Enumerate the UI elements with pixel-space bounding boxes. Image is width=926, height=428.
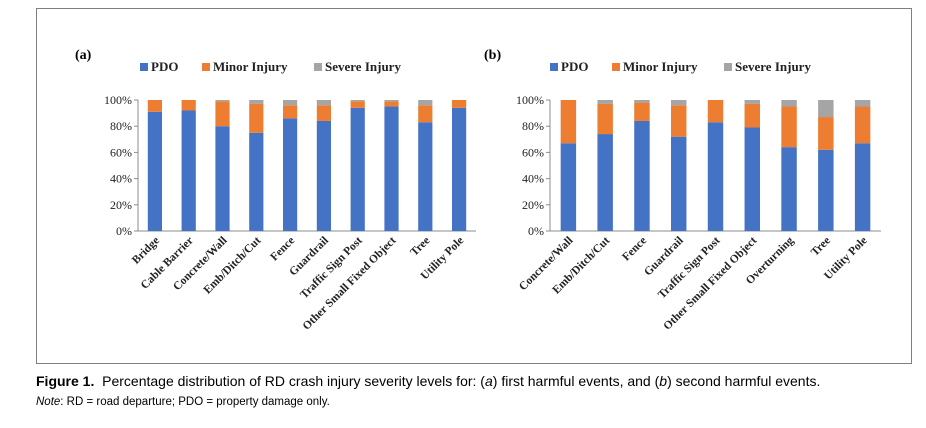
bar-minor-injury — [418, 105, 433, 123]
y-tick-label: 0% — [528, 224, 544, 238]
bar-minor-injury — [283, 105, 298, 119]
y-tick-label: 0% — [116, 224, 132, 238]
legend-swatch — [612, 63, 620, 71]
legend-label: PDO — [151, 59, 178, 74]
bar-severe-injury — [744, 100, 761, 104]
y-tick-label: 40% — [522, 172, 544, 186]
caption-a: a — [484, 373, 493, 389]
caption-mid: ) first harmful events, and ( — [492, 373, 660, 389]
figure-caption: Figure 1. Percentage distribution of RD … — [36, 373, 820, 389]
charts-canvas: (a) PDO Minor Injury Severe Injury 0% 20% 40% 6… — [75, 48, 881, 333]
figure-label: Figure 1. — [36, 373, 95, 389]
bar-pdo — [249, 132, 264, 231]
bar-pdo — [452, 107, 467, 231]
bar-pdo — [634, 120, 650, 231]
x-tick-label: Traffic Sign Post — [298, 235, 365, 302]
x-tick-label: Bridge — [130, 235, 162, 267]
x-tick-label: Tree — [809, 235, 833, 259]
bar-minor-injury — [215, 101, 230, 127]
bar-minor-injury — [384, 101, 399, 107]
legend-label: PDO — [561, 59, 588, 74]
y-tick-label: 100% — [104, 93, 132, 107]
panel-label: (a) — [75, 48, 92, 63]
chart-panel-b: (b) PDO Minor Injury Severe Injury 0% 20% 40% 6… — [484, 48, 881, 333]
legend-swatch — [314, 63, 322, 71]
y-tick-label: 20% — [110, 198, 132, 212]
caption-end: ) second harmful events. — [667, 373, 821, 389]
bar-minor-injury — [597, 103, 613, 135]
bar-minor-injury — [181, 100, 196, 111]
y-tick-label: 40% — [110, 172, 132, 186]
bar-pdo — [854, 143, 871, 231]
note-text: : RD = road departure; PDO = property da… — [60, 396, 330, 408]
bar-pdo — [418, 122, 433, 231]
note-label: Note — [36, 396, 61, 408]
legend-label: Minor Injury — [213, 59, 288, 74]
bar-severe-injury — [215, 100, 230, 102]
bar-pdo — [283, 118, 298, 231]
bar-minor-injury — [854, 106, 871, 144]
legend-swatch — [724, 63, 732, 71]
bar-severe-injury — [634, 100, 650, 103]
bar-pdo — [316, 120, 331, 231]
legend-swatch — [140, 63, 148, 71]
bar-pdo — [560, 143, 577, 231]
legend-label: Minor Injury — [623, 59, 698, 74]
bar-severe-injury — [384, 100, 399, 102]
bar-minor-injury — [634, 102, 650, 121]
bar-severe-injury — [670, 100, 687, 106]
bar-severe-injury — [818, 100, 834, 118]
bar-severe-injury — [350, 100, 365, 102]
bar-pdo — [147, 111, 162, 231]
bar-minor-injury — [560, 100, 577, 144]
legend-swatch — [550, 63, 558, 71]
y-tick-label: 20% — [522, 198, 544, 212]
y-tick-label: 80% — [110, 119, 132, 133]
bar-minor-injury — [781, 106, 797, 148]
bar-minor-injury — [818, 117, 834, 150]
y-tick-label: 80% — [522, 119, 544, 133]
bar-severe-injury — [781, 100, 797, 107]
bar-minor-injury — [744, 103, 761, 128]
legend-label: Severe Injury — [325, 59, 401, 74]
panel-label: (b) — [484, 48, 501, 63]
bar-severe-injury — [316, 100, 331, 106]
x-tick-label: Fence — [620, 235, 649, 264]
bar-pdo — [707, 122, 724, 231]
bar-pdo — [781, 147, 797, 231]
bar-pdo — [818, 149, 834, 231]
bar-pdo — [350, 107, 365, 231]
bar-severe-injury — [854, 100, 871, 107]
bar-severe-injury — [249, 100, 264, 104]
y-tick-label: 60% — [110, 145, 132, 159]
bar-minor-injury — [147, 100, 162, 112]
bar-pdo — [670, 136, 687, 231]
bar-minor-injury — [350, 101, 365, 108]
caption-text: Percentage distribution of RD crash inju… — [102, 373, 485, 389]
bar-pdo — [384, 106, 399, 231]
y-tick-label: 100% — [516, 93, 544, 107]
bar-pdo — [215, 126, 230, 231]
bar-minor-injury — [316, 105, 331, 121]
legend-swatch — [202, 63, 210, 71]
bar-severe-injury — [418, 100, 433, 106]
legend-label: Severe Injury — [735, 59, 811, 74]
bar-minor-injury — [707, 100, 724, 123]
y-tick-label: 60% — [522, 145, 544, 159]
x-tick-label: Fence — [268, 235, 297, 264]
figure-frame: (a) PDO Minor Injury Severe Injury 0% 20% 40% 6… — [36, 8, 912, 364]
caption-b: b — [659, 373, 668, 389]
bar-pdo — [181, 110, 196, 231]
bar-minor-injury — [670, 105, 687, 137]
bar-pdo — [597, 134, 613, 231]
chart-panel-a: (a) PDO Minor Injury Severe Injury 0% 20% 40% 6… — [75, 48, 476, 333]
x-tick-label: Traffic Sign Post — [656, 235, 723, 302]
bar-severe-injury — [597, 100, 613, 104]
bar-minor-injury — [452, 100, 467, 108]
x-tick-label: Tree — [408, 235, 432, 259]
bar-pdo — [744, 127, 761, 231]
bar-minor-injury — [249, 103, 264, 133]
figure-note: Note: RD = road departure; PDO = propert… — [36, 396, 330, 408]
bar-severe-injury — [283, 100, 298, 106]
